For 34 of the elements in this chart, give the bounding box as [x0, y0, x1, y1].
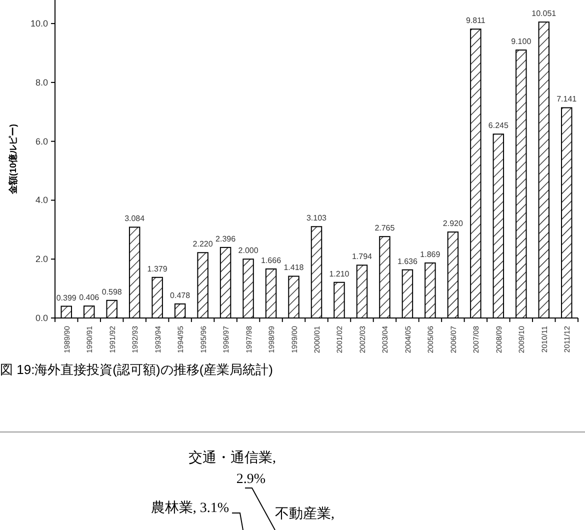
y-tick-label: 10.0	[30, 18, 48, 29]
y-tick-label: 0.0	[35, 313, 48, 323]
data-label: 1.794	[352, 252, 373, 262]
data-label: 10.051	[532, 9, 557, 18]
data-label: 3.084	[124, 214, 146, 224]
y-tick-label: 4.0	[35, 195, 48, 206]
data-label: 3.103	[306, 214, 328, 223]
data-label: 9.811	[466, 16, 486, 26]
data-label: 0.399	[56, 293, 77, 302]
y-axis-title: 金額(10億ルピー)	[8, 124, 18, 196]
data-label: 1.210	[329, 269, 350, 278]
data-label: 9.100	[511, 37, 532, 46]
y-tick-label: 2.0	[35, 254, 48, 264]
data-label: 7.141	[556, 94, 578, 104]
data-label: 0.598	[102, 287, 122, 296]
data-label: 1.379	[147, 264, 168, 274]
data-label: 0.406	[79, 293, 100, 302]
data-label: 2.920	[442, 219, 464, 228]
text: 不動産業,	[275, 506, 334, 522]
y-tick-label: 6.0	[35, 136, 48, 146]
data-label: 2.396	[216, 234, 236, 244]
data-label: 1.636	[397, 256, 418, 266]
text: 農林業, 3.1%	[150, 500, 230, 516]
data-label: 2.000	[238, 246, 259, 256]
data-label: 0.478	[170, 290, 191, 300]
data-label: 1.666	[261, 256, 282, 265]
data-label: 2.220	[192, 240, 214, 249]
text: 交通・通信業, 2.9%	[188, 450, 276, 487]
data-label: 6.245	[488, 121, 509, 130]
y-tick-label: 8.0	[35, 77, 48, 88]
data-label: 1.869	[420, 250, 441, 259]
data-label: 1.418	[284, 263, 304, 272]
data-label: 2.765	[374, 224, 396, 233]
caption: 図 19:海外直接投資(認可額)の推移(産業局統計)	[0, 362, 273, 377]
